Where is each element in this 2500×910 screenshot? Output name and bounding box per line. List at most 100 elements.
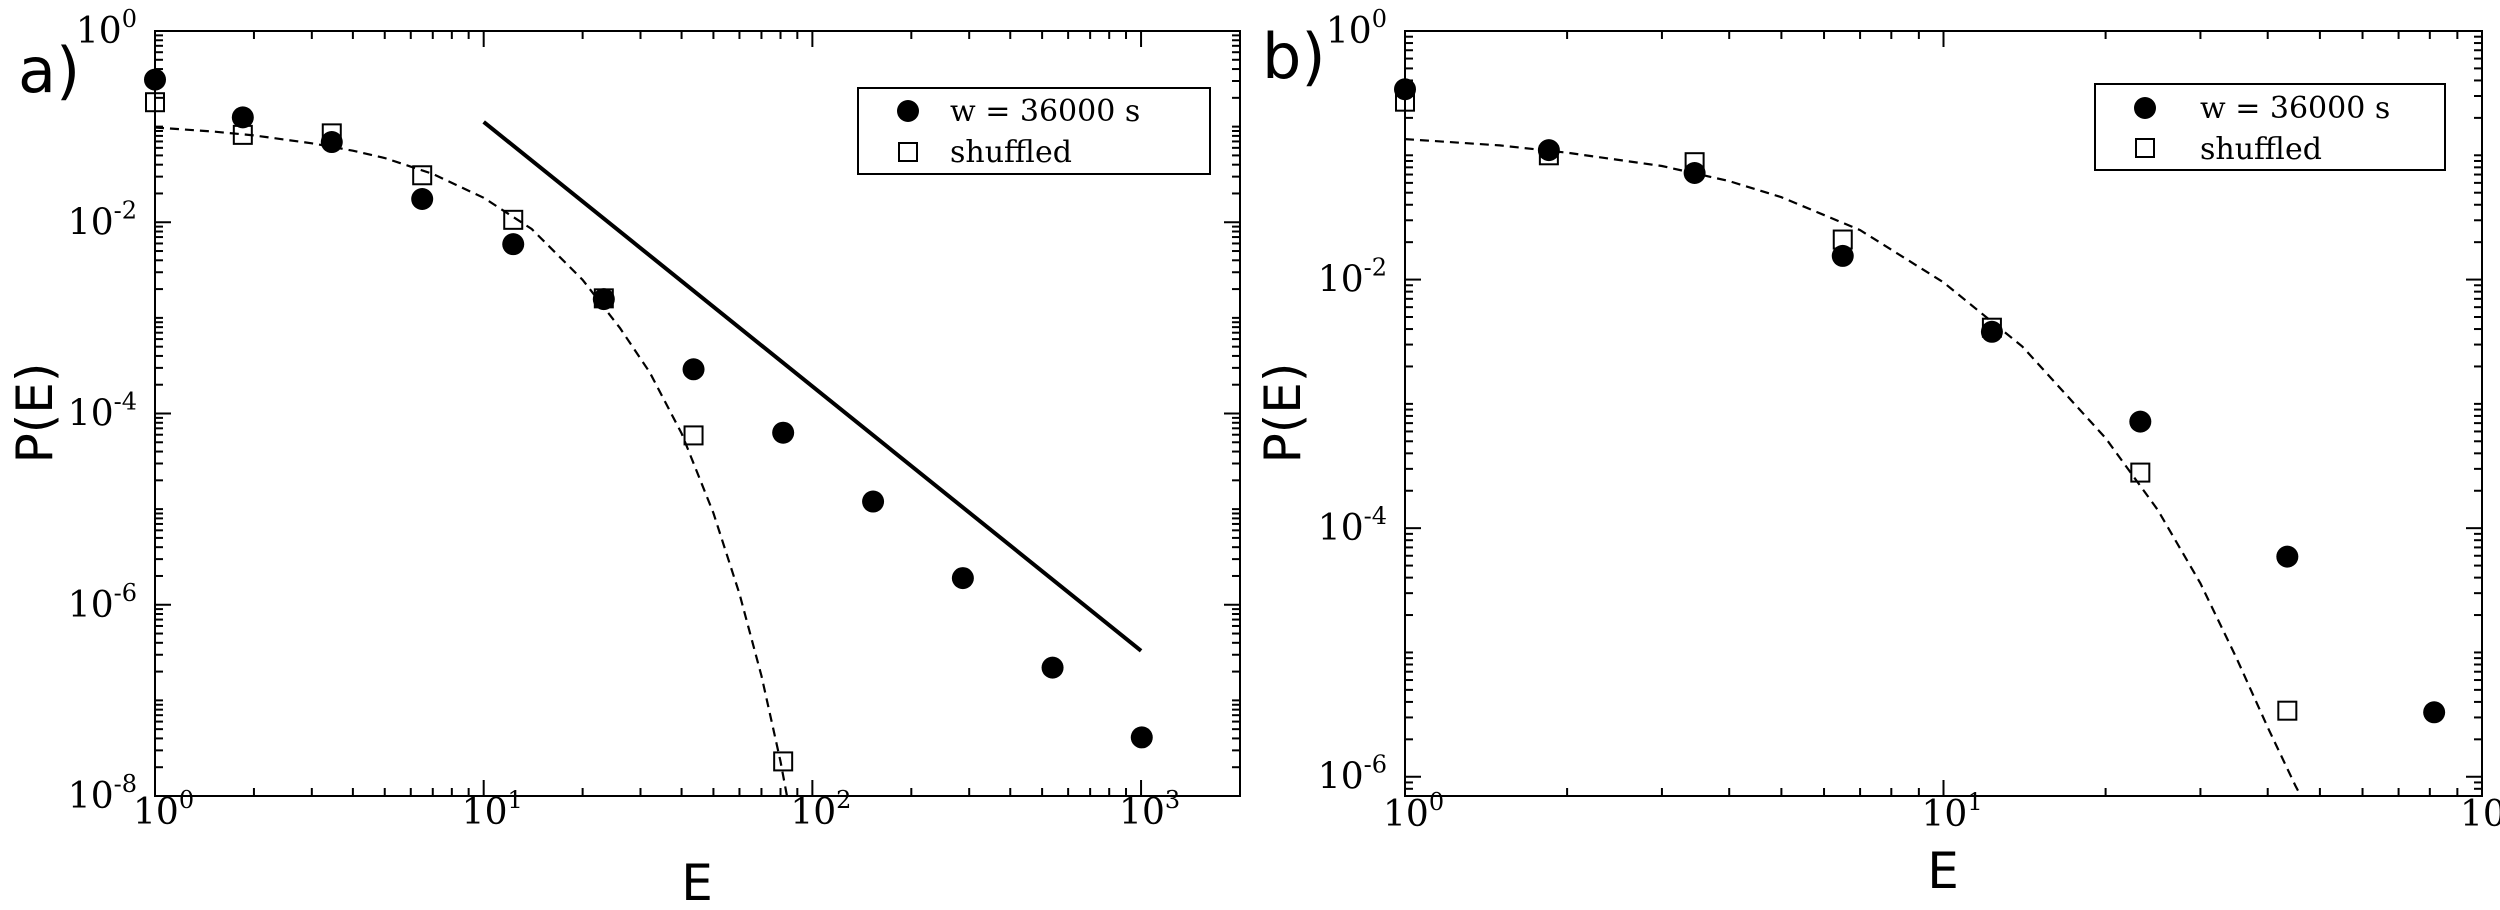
panel-b-legend: w = 36000 s shuffled [2094, 83, 2446, 171]
y-tick-label-base: 10 [76, 11, 122, 52]
panel-a-legend: w = 36000 s shuffled [857, 87, 1211, 175]
point-w36000 [1831, 244, 1854, 267]
y-tick-label: 10-4 [68, 388, 137, 435]
panel-a-x-axis-title: E [681, 854, 713, 910]
point-w36000 [862, 490, 885, 513]
y-tick-label-exponent: -6 [1364, 751, 1387, 779]
point-shuffled [503, 209, 524, 230]
y-tick-label-exponent: -6 [114, 579, 137, 607]
y-tick-label: 10-2 [1318, 254, 1387, 301]
point-shuffled [1538, 145, 1559, 166]
point-w36000 [1130, 726, 1153, 749]
y-tick-label-base: 10 [68, 202, 114, 243]
point-w36000 [1537, 139, 1560, 162]
point-shuffled [232, 124, 253, 145]
point-shuffled [1395, 91, 1415, 112]
point-w36000 [772, 421, 795, 444]
point-shuffled [145, 92, 165, 113]
panel-a-legend-label-0: w = 36000 s [950, 94, 1140, 129]
panel-a-label: a) [18, 34, 80, 107]
panel-b-label: b) [1262, 20, 1326, 93]
panel-b-legend-label-0: w = 36000 s [2200, 91, 2390, 126]
panel-b-fit-curve [1405, 138, 2303, 796]
x-tick-label-base: 10 [790, 792, 836, 833]
x-tick-label-base: 10 [2460, 794, 2500, 835]
point-w36000 [502, 233, 525, 256]
y-tick-label: 10-6 [68, 579, 137, 626]
y-tick-label-exponent: -2 [114, 196, 137, 224]
x-tick-label-exponent: 3 [1165, 786, 1180, 814]
x-tick-label-exponent: 0 [179, 786, 194, 814]
point-shuffled [321, 123, 342, 144]
y-tick-label: 100 [76, 5, 137, 52]
x-tick-label: 100 [133, 786, 194, 833]
y-tick-label-base: 10 [1318, 260, 1364, 301]
panel-a-legend-circle-marker [897, 100, 919, 122]
y-tick-label-base: 10 [1326, 11, 1372, 52]
x-tick-label: 102 [2460, 788, 2500, 835]
panel-b-legend-label-1: shuffled [2200, 132, 2322, 167]
y-tick-label-exponent: -2 [1364, 254, 1387, 282]
panel-a-y-axis-title: P(E) [6, 363, 64, 464]
point-shuffled [2130, 462, 2151, 483]
point-w36000 [1980, 320, 2003, 343]
x-tick-label-exponent: 1 [1967, 788, 1982, 816]
point-shuffled [412, 165, 433, 186]
x-tick-label-exponent: 2 [836, 786, 851, 814]
x-tick-label-base: 10 [1383, 794, 1429, 835]
panel-a-x-tick-labels: 100 101 102 103 [133, 786, 1180, 833]
panel-a-points [144, 68, 1153, 772]
x-tick-label: 101 [462, 786, 523, 833]
y-tick-label-exponent: -8 [114, 770, 137, 798]
point-shuffled [2277, 700, 2298, 721]
point-w36000 [2276, 545, 2299, 568]
x-tick-label: 100 [1383, 788, 1444, 835]
point-shuffled [1684, 152, 1705, 173]
x-tick-label-exponent: 0 [1429, 788, 1444, 816]
panel-b-legend-square-marker [2135, 138, 2155, 158]
y-tick-label-exponent: 0 [122, 5, 137, 33]
y-tick-label: 10-6 [1318, 751, 1387, 798]
point-w36000 [411, 188, 434, 211]
x-tick-label-base: 10 [133, 792, 179, 833]
panel-b-y-axis-title: P(E) [1254, 363, 1312, 464]
y-tick-label-exponent: 0 [1372, 5, 1387, 33]
point-shuffled [1981, 317, 2002, 338]
y-tick-label-base: 10 [68, 394, 114, 435]
y-tick-label-base: 10 [1318, 757, 1364, 798]
panel-a-legend-label-1: shuffled [950, 135, 1072, 170]
point-w36000 [1041, 656, 1064, 679]
y-tick-label: 10-4 [1318, 502, 1387, 549]
x-tick-label-base: 10 [462, 792, 508, 833]
panel-b-points [1394, 78, 2446, 724]
point-w36000 [682, 358, 705, 381]
point-shuffled [593, 288, 614, 309]
panel-a-legend-square-marker [898, 142, 918, 162]
y-tick-label-exponent: -4 [114, 388, 137, 416]
y-tick-label: 10-8 [68, 770, 137, 817]
panel-b-legend-circle-marker [2134, 97, 2156, 119]
point-w36000 [1683, 162, 1706, 185]
x-tick-label-base: 10 [1119, 792, 1165, 833]
y-tick-label-base: 10 [68, 776, 114, 817]
panel-b-x-axis-title: E [1927, 842, 1959, 900]
x-tick-label: 102 [790, 786, 851, 833]
x-tick-label: 101 [1922, 788, 1983, 835]
panel-a-ticks [154, 30, 1241, 797]
x-tick-label-base: 10 [1922, 794, 1968, 835]
point-w36000 [231, 106, 254, 129]
point-w36000 [144, 68, 166, 91]
panel-a-power-law-line [482, 120, 1143, 653]
y-tick-label: 10-2 [68, 196, 137, 243]
point-w36000 [2129, 410, 2152, 433]
point-shuffled [773, 751, 794, 772]
panel-a-fit-curve [155, 126, 789, 796]
point-w36000 [592, 288, 615, 311]
x-tick-label: 103 [1119, 786, 1180, 833]
